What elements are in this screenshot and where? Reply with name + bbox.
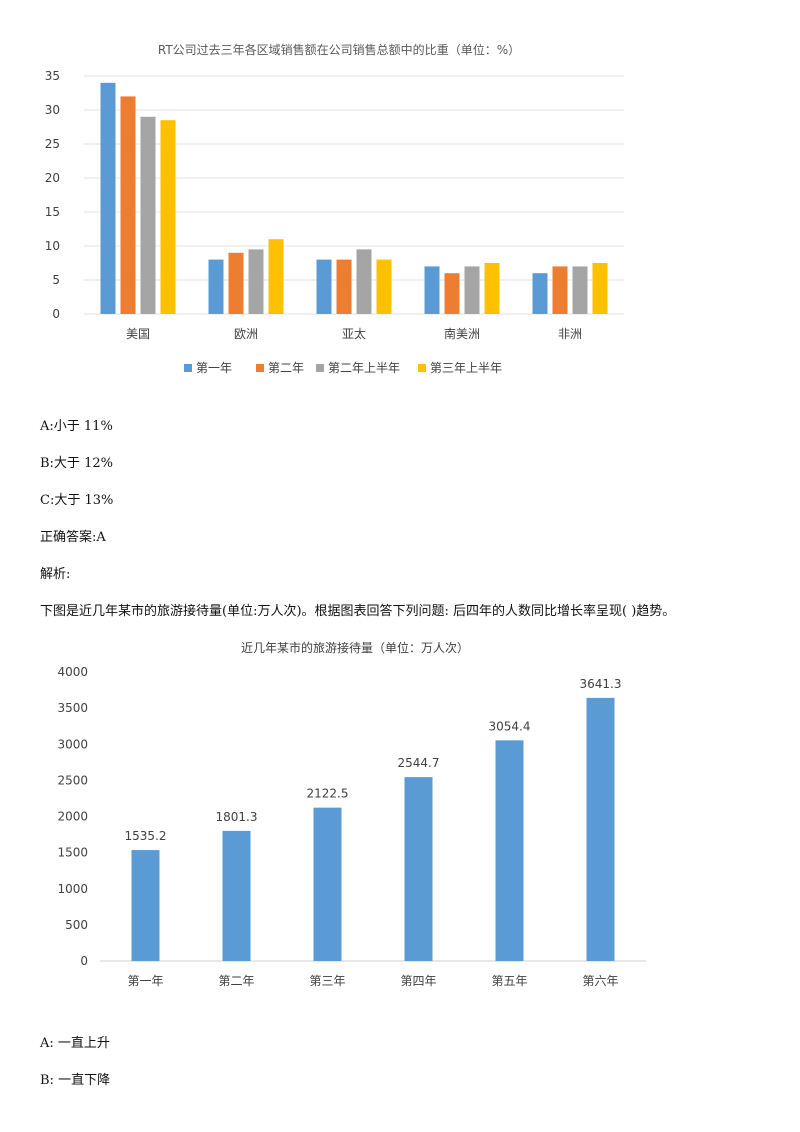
option-a: A:小于 11% (40, 419, 113, 434)
bar (313, 807, 342, 961)
bar (140, 116, 156, 314)
y-tick-label: 500 (65, 918, 88, 932)
data-label: 2122.5 (307, 787, 349, 801)
y-tick-label: 5 (52, 273, 60, 287)
option-a: A: 一直上升 (40, 1036, 110, 1051)
legend-item: 第一年 (184, 361, 232, 375)
y-tick-label: 1500 (57, 846, 88, 860)
x-tick-label: 第四年 (400, 974, 436, 988)
y-tick-label: 35 (45, 69, 60, 83)
bar (592, 263, 608, 314)
bar (222, 830, 251, 961)
bar (100, 82, 116, 314)
x-tick-label: 第三年 (309, 974, 345, 988)
question-text: 下图是近几年某市的旅游接待量(单位:万人次)。根据图表回答下列问题: 后四年的人… (40, 604, 676, 619)
bar (376, 259, 392, 314)
bar (572, 266, 588, 314)
y-tick-label: 2000 (57, 810, 88, 824)
legend-label: 第三年上半年 (430, 361, 502, 375)
tourism-chart: 近几年某市的旅游接待量（单位：万人次） 0 500 1000 1500 2000 2500 3… (32, 630, 652, 998)
y-tick-label: 3000 (57, 737, 88, 751)
bar (228, 252, 244, 314)
y-tick-label: 1000 (57, 882, 88, 896)
y-tick-label: 0 (52, 307, 60, 321)
x-tick-label: 亚太 (342, 326, 366, 341)
bar (131, 850, 160, 961)
x-tick-label: 南美洲 (444, 326, 480, 341)
chart-title: RT公司过去三年各区域销售额在公司销售总额中的比重（单位：%） (158, 42, 520, 57)
x-tick-label: 美国 (126, 327, 150, 341)
y-tick-label: 30 (45, 103, 60, 117)
legend-label: 第二年上半年 (328, 361, 400, 375)
x-tick-label: 非洲 (558, 327, 582, 341)
bar (424, 266, 440, 314)
analysis-label: 解析: (40, 567, 71, 582)
chart-svg: 近几年某市的旅游接待量（单位：万人次） 0 500 1000 1500 2000 2500 3… (57, 640, 646, 988)
y-tick-label: 20 (45, 171, 60, 185)
data-label: 1535.2 (125, 829, 167, 843)
bar (208, 259, 224, 314)
data-label: 2544.7 (398, 756, 440, 770)
y-tick-label: 15 (45, 205, 60, 219)
legend-label: 第一年 (196, 361, 232, 375)
legend-item: 第二年上半年 (316, 361, 400, 375)
bar (552, 266, 568, 314)
legend-item: 第三年上半年 (418, 361, 502, 375)
bar (356, 249, 372, 314)
y-tick-label: 4000 (57, 665, 88, 679)
option-b: B:大于 12% (40, 456, 113, 471)
option-c: C:大于 13% (40, 493, 114, 508)
legend-swatch (184, 364, 192, 372)
bar (464, 266, 480, 314)
x-tick-label: 第五年 (491, 974, 527, 988)
legend-label: 第二年 (268, 361, 304, 375)
chart-svg: RT公司过去三年各区域销售额在公司销售总额中的比重（单位：%） 0 5 10 15 20 2… (45, 42, 624, 375)
data-label: 1801.3 (216, 810, 258, 824)
bar (336, 259, 352, 314)
bar (248, 249, 264, 314)
bar (404, 777, 433, 961)
x-tick-label: 第六年 (582, 974, 618, 988)
y-tick-label: 10 (45, 239, 60, 253)
y-tick-label: 2500 (57, 773, 88, 787)
y-tick-label: 3500 (57, 701, 88, 715)
bar (444, 273, 460, 314)
bar (268, 239, 284, 314)
bar (160, 120, 176, 314)
y-tick-label: 0 (80, 954, 88, 968)
legend-item: 第二年 (256, 361, 304, 375)
bar (532, 273, 548, 314)
y-tick-label: 25 (45, 137, 60, 151)
x-tick-label: 欧洲 (234, 327, 258, 341)
legend-swatch (418, 364, 426, 372)
bar (120, 96, 136, 315)
data-label: 3054.4 (489, 719, 531, 733)
chart-title: 近几年某市的旅游接待量（单位：万人次） (241, 640, 469, 655)
data-label: 3641.3 (580, 677, 622, 691)
bar (495, 740, 524, 961)
option-b: B: 一直下降 (40, 1073, 111, 1088)
correct-answer: 正确答案:A (40, 530, 106, 545)
region-sales-chart: RT公司过去三年各区域销售额在公司销售总额中的比重（单位：%） 0 5 10 15 20 2… (32, 32, 638, 390)
bar (586, 697, 615, 961)
bar (316, 259, 332, 314)
x-tick-label: 第二年 (218, 974, 254, 988)
legend-swatch (256, 364, 264, 372)
bar (484, 263, 500, 314)
x-tick-label: 第一年 (127, 974, 163, 988)
legend-swatch (316, 364, 324, 372)
